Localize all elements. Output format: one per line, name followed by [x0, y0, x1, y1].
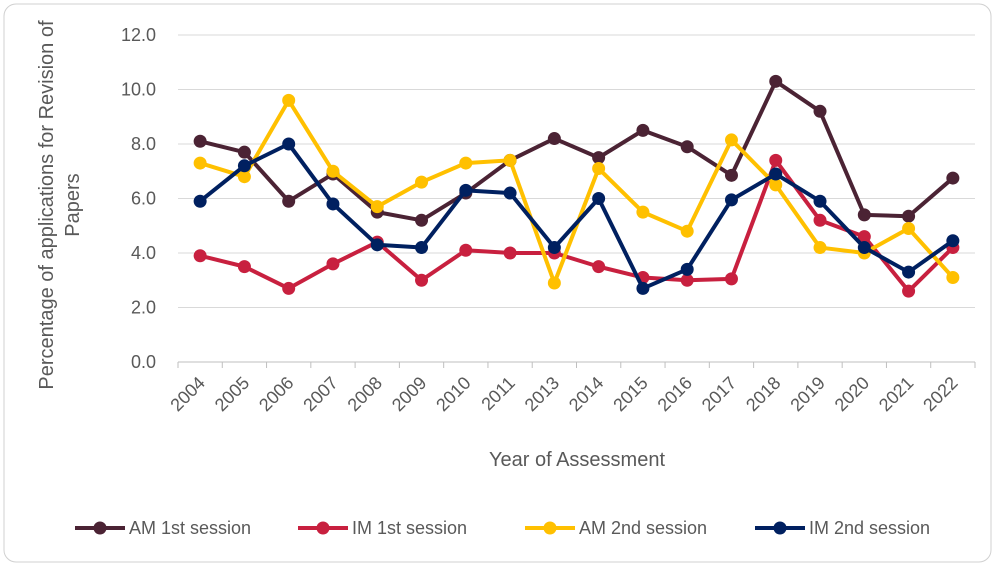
point	[193, 249, 207, 263]
point	[769, 167, 783, 181]
point	[902, 284, 916, 298]
point	[326, 164, 340, 178]
point	[592, 192, 606, 205]
point	[415, 273, 429, 287]
legend-item: AM 1st session	[75, 518, 251, 538]
y-axis-title-box: Percentage of applications for Revision …	[36, 20, 84, 390]
point	[769, 153, 783, 167]
y-tick-label: 0.0	[131, 352, 156, 372]
point	[282, 194, 296, 208]
y-axis-title: Percentage of applications for Revision …	[36, 20, 84, 390]
point	[503, 246, 517, 260]
point	[636, 123, 650, 137]
point	[946, 234, 960, 248]
y-tick-label: 12.0	[121, 25, 156, 45]
point	[326, 257, 340, 271]
point	[326, 197, 340, 211]
point	[724, 168, 738, 182]
point	[857, 241, 871, 255]
point	[503, 186, 517, 200]
point	[193, 156, 207, 170]
point	[415, 241, 429, 255]
point	[415, 213, 429, 227]
point	[282, 281, 296, 295]
legend-swatch-point	[316, 521, 330, 535]
point	[237, 145, 251, 159]
y-tick-label: 2.0	[131, 298, 156, 318]
legend-label: IM 1st session	[352, 518, 467, 538]
point	[946, 271, 960, 285]
point	[857, 208, 871, 222]
point	[547, 132, 561, 146]
legend-label: IM 2nd session	[809, 518, 930, 538]
point	[636, 205, 650, 219]
legend-swatch-point	[543, 521, 557, 535]
y-tick-label: 6.0	[131, 189, 156, 209]
point	[370, 200, 384, 214]
y-tick-label: 4.0	[131, 243, 156, 263]
point	[193, 134, 207, 148]
point	[547, 276, 561, 290]
series-line	[199, 158, 955, 294]
point	[769, 178, 783, 192]
point	[902, 265, 916, 279]
point	[370, 238, 384, 252]
point	[547, 241, 561, 255]
legend-swatch-point	[93, 521, 107, 535]
point	[237, 260, 251, 274]
point	[193, 194, 207, 208]
point	[680, 273, 694, 287]
point	[680, 262, 694, 276]
point	[946, 171, 960, 185]
point	[592, 162, 606, 176]
point	[724, 193, 738, 207]
point	[282, 137, 296, 151]
point	[769, 74, 783, 88]
y-tick-label: 8.0	[131, 134, 156, 154]
point	[415, 175, 429, 189]
legend-item: AM 2nd session	[525, 518, 707, 538]
point	[237, 159, 251, 173]
legend-label: AM 2nd session	[579, 518, 707, 538]
point	[902, 221, 916, 235]
point	[813, 104, 827, 118]
point	[282, 93, 296, 107]
y-tick-label: 10.0	[121, 80, 156, 100]
point	[592, 151, 606, 165]
series-line	[198, 142, 955, 291]
point	[902, 209, 916, 223]
point	[680, 140, 694, 154]
point	[813, 241, 827, 255]
point	[237, 170, 251, 184]
point	[459, 243, 473, 257]
point	[857, 230, 871, 244]
x-axis-title: Year of Assessment	[489, 449, 665, 471]
point	[724, 133, 738, 147]
point	[503, 153, 517, 167]
legend-item: IM 1st session	[298, 518, 467, 538]
point	[636, 281, 650, 295]
point	[592, 260, 606, 274]
legend-item: IM 2nd session	[755, 518, 930, 538]
point	[680, 224, 694, 238]
point	[813, 194, 827, 208]
legend-swatch-point	[773, 521, 787, 535]
point	[724, 272, 738, 286]
legend-label: AM 1st session	[129, 518, 251, 538]
series-line	[199, 79, 955, 223]
point	[459, 183, 473, 197]
point	[459, 156, 473, 170]
point	[813, 213, 827, 227]
